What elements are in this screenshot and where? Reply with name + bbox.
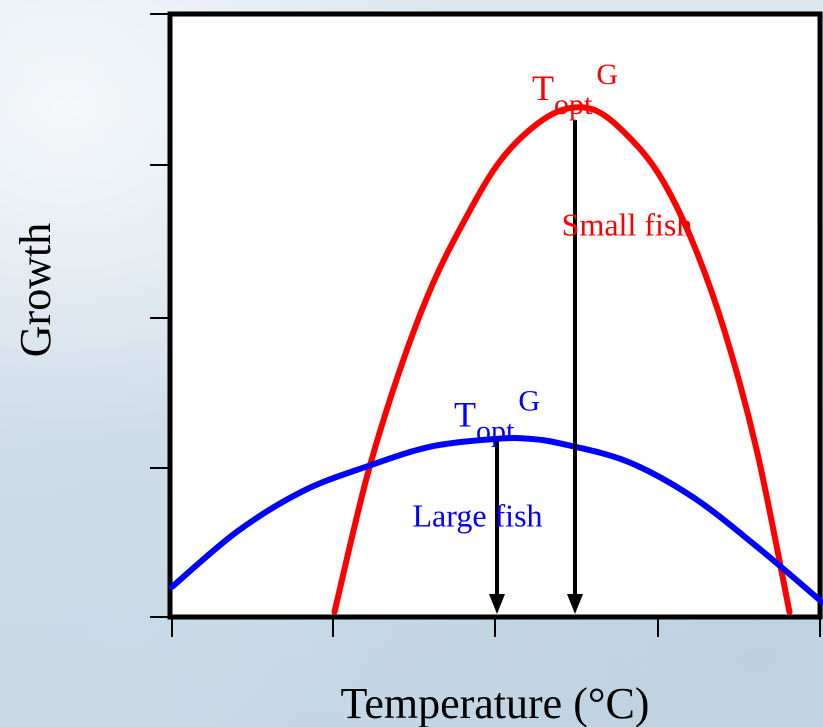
y-axis-ticks bbox=[150, 13, 170, 618]
series-line-large-fish bbox=[169, 435, 823, 605]
x-axis-ticks bbox=[171, 617, 821, 637]
series-line-small-fish bbox=[331, 104, 793, 615]
series-layer bbox=[169, 104, 823, 615]
arrow-layer bbox=[489, 120, 583, 614]
series-annotation: Small fish bbox=[562, 207, 693, 243]
y-axis-label: Growth bbox=[11, 223, 60, 357]
x-axis-label: Temperature (°C) bbox=[341, 679, 650, 727]
arrow-head bbox=[489, 594, 505, 614]
annotation-layer: ToptG Small fish ToptG Large fish bbox=[412, 58, 692, 534]
topt-annotation: ToptG bbox=[532, 58, 618, 121]
topt-annotation: ToptG bbox=[454, 384, 540, 447]
series-annotation: Large fish bbox=[412, 498, 542, 534]
arrow-head bbox=[567, 594, 583, 614]
